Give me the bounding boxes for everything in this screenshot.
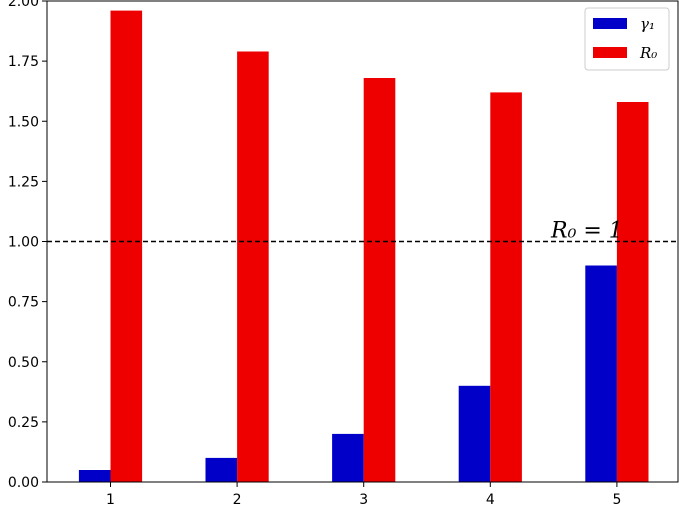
y-tick-label: 0.75	[8, 295, 39, 311]
bar-series2-cat-1	[110, 10, 143, 482]
y-tick-label: 1.75	[8, 54, 39, 70]
y-tick-label: 0.50	[8, 355, 39, 371]
bar-series1-cat-2	[205, 457, 238, 482]
x-tick-label: 4	[486, 492, 495, 508]
bar-series1-cat-3	[332, 433, 364, 482]
legend-label-series1: γ₁	[640, 15, 655, 33]
bar-series2-cat-4	[490, 92, 522, 483]
y-tick-label: 1.00	[8, 235, 39, 251]
legend-swatch-series2	[593, 47, 627, 58]
bar-series2-cat-2	[237, 51, 269, 482]
legend-label-series2: R₀	[639, 44, 657, 62]
bar-series1-cat-4	[458, 385, 491, 482]
legend: γ₁ R₀	[584, 7, 670, 71]
bar-series1-cat-5	[585, 265, 617, 482]
bar-series1-cat-1	[78, 470, 111, 482]
axes-group: 0.00 0.25 0.50 0.75 1.00 1.25 1.50 1.75 2.00 1 2 3 4…	[8, 0, 679, 508]
y-tick-label: 2.00	[8, 0, 39, 10]
x-tick-label: 2	[233, 492, 242, 508]
y-tick-label: 0.25	[8, 415, 39, 431]
y-tick-label: 1.25	[8, 174, 39, 190]
legend-swatch-series1	[593, 18, 627, 29]
reference-line-label: R₀ = 1	[550, 219, 623, 244]
x-tick-label: 5	[612, 492, 621, 508]
x-tick-label: 3	[359, 492, 368, 508]
bars-group	[78, 10, 649, 483]
y-tick-label: 0.00	[8, 475, 39, 491]
y-tick-label: 1.50	[8, 114, 39, 130]
bar-series2-cat-3	[363, 78, 396, 482]
bar-series2-cat-5	[616, 102, 649, 482]
x-tick-label: 1	[106, 492, 115, 508]
